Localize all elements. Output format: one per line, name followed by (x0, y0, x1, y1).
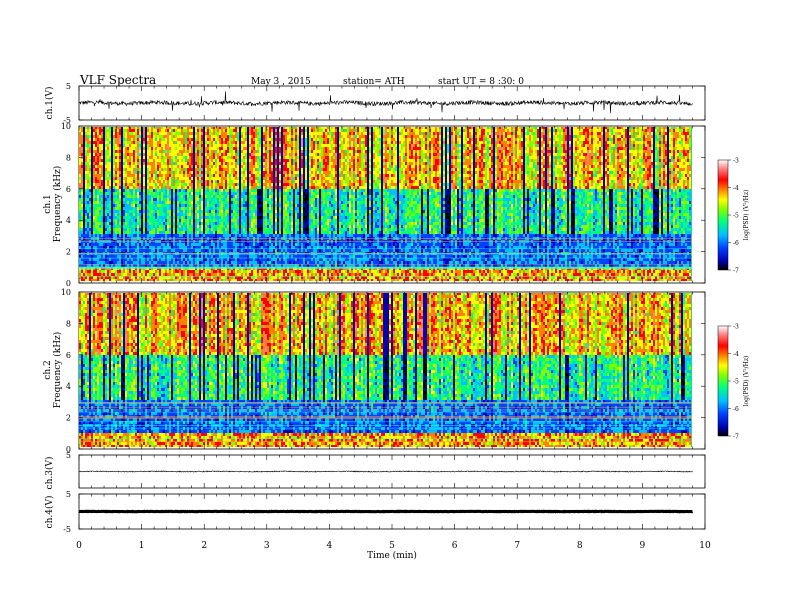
ch4-waveform-ytick: -5 (63, 525, 71, 534)
colorbar-tick-label: -7 (733, 268, 739, 275)
colorbar-tick-label: -5 (733, 379, 739, 386)
ch1-spectrogram-ytick: 2 (66, 248, 71, 257)
x-tick-label: 1 (139, 541, 145, 551)
ch1-waveform-trace (79, 91, 693, 114)
start-time-label: start UT = 8 :30: 0 (438, 77, 524, 87)
date-label: May 3 , 2015 (251, 77, 311, 87)
ch1-spectrogram-ytick: 8 (66, 153, 71, 162)
ch2-colorbar-label: log(PSD) (V²/Hz) (743, 356, 750, 407)
ch1-waveform-ytick: 5 (66, 82, 71, 91)
ch1-freq-ylabel: ch.1 Frequency (kHz) (43, 166, 63, 243)
colorbar-tick-label: -3 (733, 158, 739, 165)
figure-title: VLF Spectra (79, 73, 156, 87)
ch2-spectrogram-ytick: 4 (66, 382, 71, 391)
x-tick-label: 3 (264, 541, 270, 551)
colorbar-tick-label: -4 (733, 185, 739, 192)
x-tick-label: 8 (577, 541, 583, 551)
ch2-spectrogram-ytick: 0 (66, 445, 71, 454)
x-tick-label: 2 (201, 541, 207, 551)
ch2-spectrogram-ytick: 8 (66, 319, 71, 328)
x-tick-label: 7 (514, 541, 520, 551)
ch2-spectrogram-ytick: 2 (66, 414, 71, 423)
ch3-waveform-trace (79, 470, 693, 473)
ch1-ylabel: ch.1(V) (44, 87, 55, 120)
x-tick-label: 6 (452, 541, 458, 551)
ch2-colorbar: -3 -4 -5 -6 -7 log(PSD) (V²/Hz) (717, 324, 750, 441)
x-tick-label: 9 (640, 541, 646, 551)
x-tick-label: 4 (327, 541, 333, 551)
ch4-waveform-ytick: 5 (66, 490, 71, 499)
station-label: station= ATH (343, 77, 405, 87)
ch3-waveform-panel (79, 470, 693, 473)
ch4-ylabel: ch.4(V) (44, 496, 55, 529)
ch2-spectrogram-ytick: 6 (66, 351, 71, 360)
colorbar-tick-label: -6 (733, 240, 739, 247)
ch2-spectrogram-ytick: 10 (61, 288, 71, 297)
ch1-spectrogram-ytick: 6 (66, 185, 71, 194)
ch1-freq-ylabel-line2: Frequency (kHz) (52, 166, 63, 243)
ch3-ylabel: ch.3(V) (44, 457, 55, 490)
colorbar-tick-label: -5 (733, 213, 739, 220)
ch1-freq-ylabel-line1: ch.1 (43, 194, 53, 213)
ch3-waveform-ytick: 5 (66, 451, 71, 460)
ch1-spectrogram-ytick: 0 (66, 279, 71, 288)
ch1-colorbar: -3 -4 -5 -6 -7 log(PSD) (V²/Hz) (717, 158, 750, 275)
x-tick-label: 5 (389, 541, 395, 551)
ch1-waveform-panel (79, 91, 693, 114)
ch1-spectrogram-ytick: 10 (61, 122, 71, 131)
ch2-freq-ylabel-line2: Frequency (kHz) (52, 332, 63, 409)
ch1-spectrogram-panel (79, 127, 692, 281)
ch1-spectrogram-ytick: 4 (66, 216, 71, 225)
ch1-waveform-ytick: -5 (63, 116, 71, 125)
x-axis-label: Time (min) (367, 550, 417, 561)
ch2-freq-ylabel-line1: ch.2 (43, 360, 53, 379)
ch2-freq-ylabel: ch.2 Frequency (kHz) (43, 332, 63, 409)
x-tick-label: 10 (699, 541, 711, 551)
ch2-spectrogram-panel (79, 293, 692, 447)
x-tick-label: 0 (76, 541, 82, 551)
colorbar-tick-label: -3 (733, 324, 739, 331)
colorbar-tick-label: -4 (733, 351, 739, 358)
ch1-colorbar-label: log(PSD) (V²/Hz) (743, 190, 750, 241)
colorbar-tick-label: -7 (733, 434, 739, 441)
colorbar-tick-label: -6 (733, 406, 739, 413)
